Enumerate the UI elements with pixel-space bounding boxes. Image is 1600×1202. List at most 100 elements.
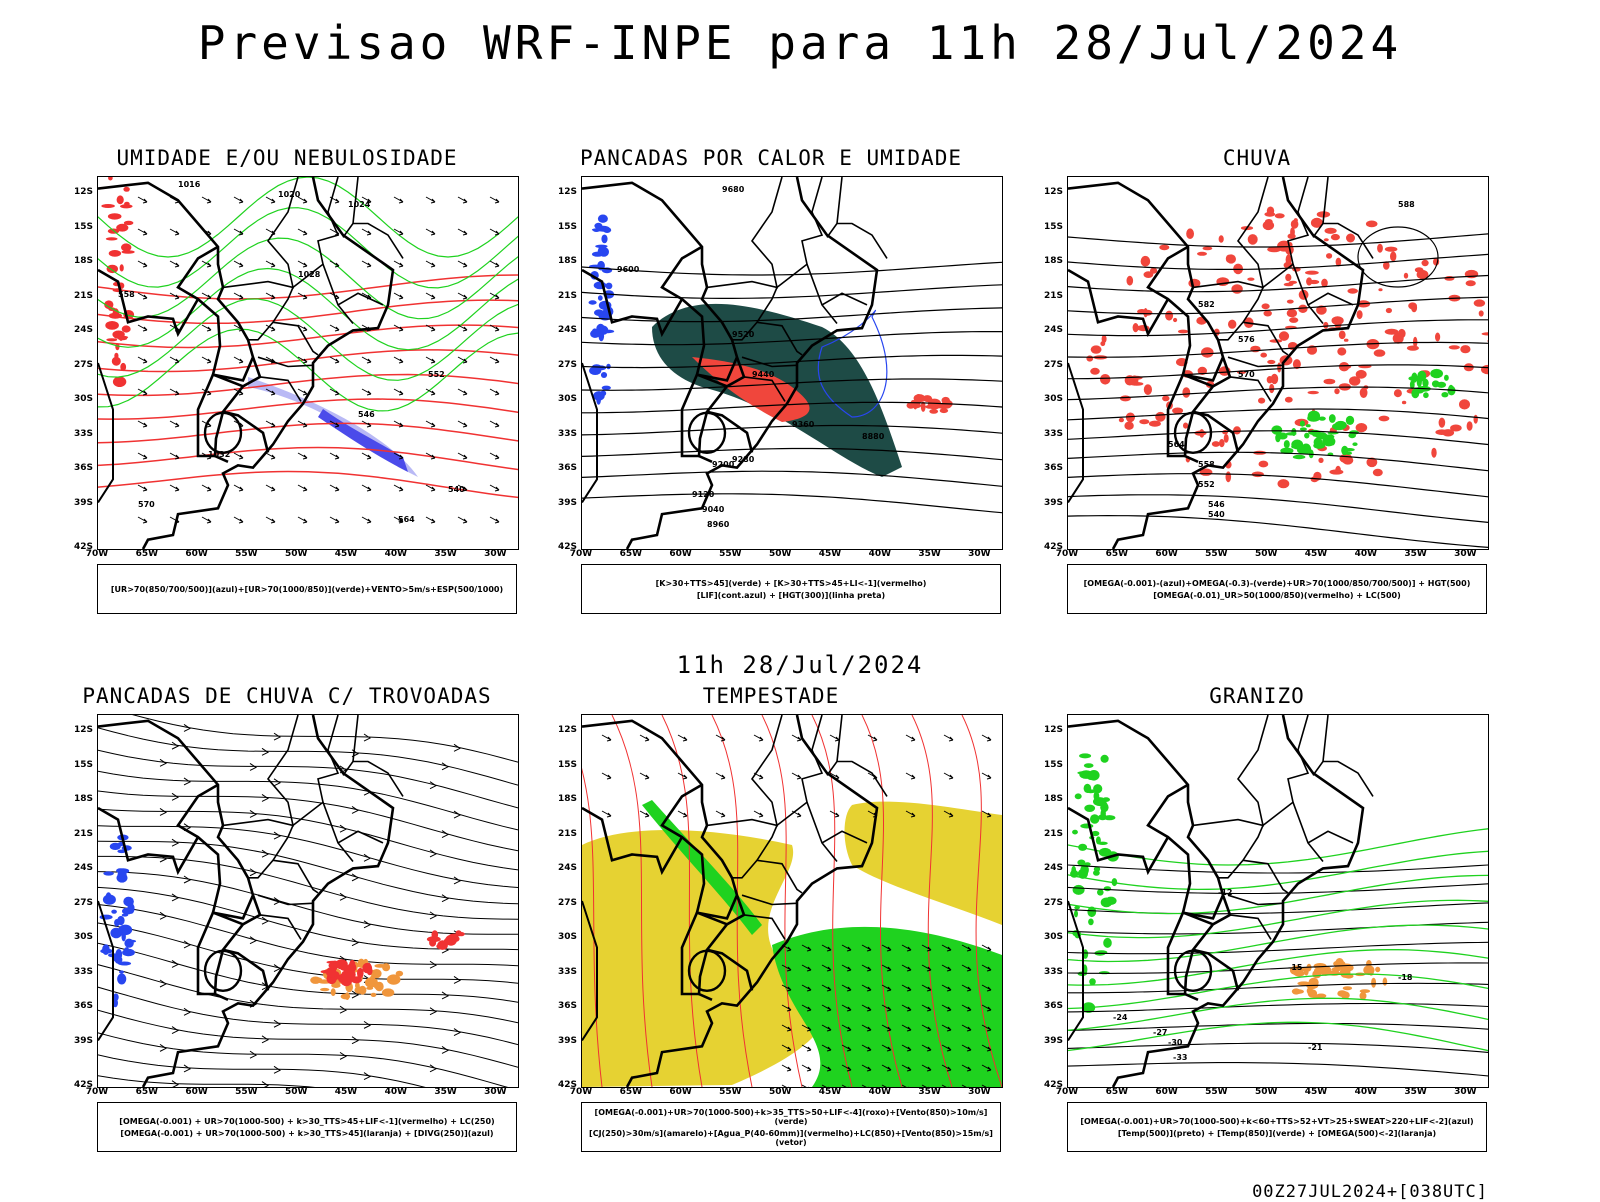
humidity-green-contour: [98, 298, 518, 381]
panel-title: PANCADAS DE CHUVA C/ TROVOADAS: [82, 684, 492, 708]
wind-vector: [941, 1024, 952, 1032]
wind-vector: [861, 984, 872, 992]
omega-red-shade: [1263, 310, 1272, 317]
map-svg: 9680960095209440936092809200912090408960…: [582, 177, 1002, 549]
streamline: [98, 749, 518, 809]
wind-vector: [981, 1004, 992, 1012]
omega-red-shade: [1448, 345, 1460, 350]
wind-vector: [265, 260, 276, 268]
temp850-green: [1097, 841, 1108, 845]
red-shade: [115, 343, 120, 351]
wind-vector: [297, 324, 308, 332]
legend-line: [CJ(250)>30m/s](amarelo)+[Agua_P(40-60mm…: [589, 1128, 993, 1147]
wind-vector: [137, 196, 148, 204]
wind-vector: [841, 964, 852, 972]
omega-red-shade: [1289, 317, 1299, 323]
lif-blue: [589, 366, 602, 375]
panel-title: GRANIZO: [1209, 684, 1305, 708]
state-border: [259, 914, 302, 940]
streamline: [132, 715, 518, 763]
state-border: [272, 859, 319, 894]
lat-tick-label: 15S: [1043, 759, 1063, 770]
contour-label: -30: [1168, 1038, 1183, 1047]
lc850-contour: [611, 715, 653, 1087]
lat-tick-label: 36S: [1043, 463, 1063, 473]
temp850-green: [1111, 878, 1118, 887]
omega-green-shade: [1297, 444, 1306, 453]
wind-vector: [677, 734, 688, 742]
country-border: [1068, 806, 1170, 876]
legend-line: [Temp(500)](preto) + [Temp(850)](verde) …: [1117, 1128, 1437, 1138]
wind-vector: [601, 810, 612, 818]
temp850-green: [1090, 814, 1100, 824]
omega-green-shade: [1332, 422, 1346, 431]
lat-tick-label: 21S: [73, 828, 93, 839]
state-border: [706, 715, 783, 827]
temp500-contour: [1068, 1062, 1488, 1077]
wind-vector: [881, 1024, 892, 1032]
streamline-arrow: [441, 991, 449, 1000]
thickness-contour: [98, 398, 518, 420]
omega-red-shade: [1393, 389, 1402, 398]
omega-green-shade: [1436, 381, 1447, 388]
omega-red-shade: [1324, 227, 1337, 234]
wind-vector: [137, 228, 148, 236]
temp850-contour: [1068, 949, 1488, 986]
contour-label: 540: [1208, 510, 1225, 519]
omega-red-shade: [1223, 434, 1229, 443]
streamline-arrow: [273, 831, 281, 840]
wind-vector: [297, 452, 308, 460]
omega-red-shade: [1305, 270, 1319, 275]
wind-vector: [169, 452, 180, 460]
omega-red-shade: [1318, 457, 1324, 463]
lat-tick-label: 42S: [557, 542, 577, 552]
wind-vector: [489, 452, 500, 460]
omega-red-shade: [1293, 218, 1298, 223]
omega-red-shade: [1172, 407, 1184, 414]
wind-vector: [233, 196, 244, 204]
coastline: [1111, 715, 1365, 1087]
wind-vector: [361, 420, 372, 428]
divg-blue: [99, 914, 113, 920]
streamline-arrow: [159, 807, 167, 816]
red-shade: [357, 967, 364, 979]
streamline: [98, 808, 518, 871]
wind-vector: [601, 772, 612, 780]
legend-box: [OMEGA(-0.001) + UR>70(1000-500) + k>30_…: [97, 1102, 517, 1152]
red-shade: [120, 204, 133, 209]
wind-vector: [981, 1084, 989, 1087]
orange-shade: [382, 963, 391, 972]
country-border: [697, 411, 713, 463]
wind-vector: [393, 516, 404, 524]
lc850-contour: [711, 715, 753, 1087]
lon-tick-label: 70W: [569, 1087, 593, 1097]
divg-blue: [117, 961, 132, 966]
omega-red-shade: [1334, 320, 1342, 329]
omega-red-shade: [1416, 269, 1429, 280]
wind-vector: [941, 1004, 952, 1012]
lif-blue: [597, 295, 603, 301]
streamline-arrow: [249, 1050, 257, 1059]
omega-red-shade: [1431, 447, 1437, 458]
lon-tick-label: 50W: [768, 1087, 792, 1097]
country-border: [582, 806, 684, 876]
wind-vector: [489, 324, 500, 332]
red-shade: [104, 300, 114, 309]
state-border: [1218, 715, 1310, 879]
thickness-contour: [98, 324, 518, 349]
thickness-contour: [98, 422, 518, 444]
omega-red-shade: [1247, 234, 1258, 245]
temp850-green: [1103, 886, 1112, 892]
streamline-arrow: [453, 810, 461, 819]
red-shade: [120, 362, 127, 372]
temp850-contour: [1068, 997, 1488, 1031]
omega-red-shade: [1202, 246, 1213, 251]
omega-red-shade: [1481, 332, 1488, 336]
wind-vector: [905, 734, 916, 742]
omega-red-shade: [1392, 332, 1404, 344]
streamline-arrow: [273, 1065, 281, 1074]
streamline-arrow: [183, 875, 191, 884]
lon-tick-label: 35W: [918, 549, 941, 559]
omega-red-shade: [1140, 255, 1151, 267]
panel-title: CHUVA: [1222, 146, 1292, 170]
